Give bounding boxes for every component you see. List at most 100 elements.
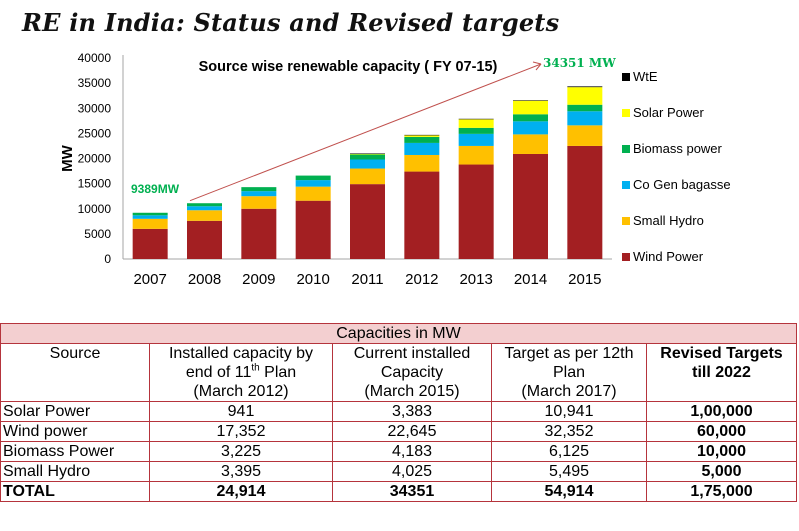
header-revised: Revised Targets till 2022 xyxy=(646,343,797,402)
bar-segment-wte xyxy=(350,153,385,154)
table-header-row: Source Installed capacity by end of 11th… xyxy=(0,343,797,402)
cell-source: Biomass Power xyxy=(0,441,150,462)
y-tick-label: 35000 xyxy=(78,76,112,90)
bar-segment-biomass-power xyxy=(567,104,603,112)
y-tick-label: 10000 xyxy=(78,202,112,216)
bar-segment-wte xyxy=(567,86,603,88)
cell-total-label: TOTAL xyxy=(0,481,150,502)
bar-segment-small-hydro xyxy=(241,196,277,209)
cell-source: Small Hydro xyxy=(0,461,150,482)
bar-segment-wind-power xyxy=(350,184,385,259)
bar-segment-small-hydro xyxy=(458,145,494,165)
cell-current: 4,183 xyxy=(332,441,492,462)
cell-current: 22,645 xyxy=(332,421,492,442)
legend-swatch xyxy=(622,217,630,225)
stacked-bar-chart: 0 5000 10000 15000 20000 25000 30000 35000 40000… xyxy=(59,51,731,288)
table-row: Biomass Power 3,225 4,183 6,125 10,000 xyxy=(0,441,797,462)
page-title: RE in India: Status and Revised targets xyxy=(22,8,560,37)
bar-segment-small-hydro xyxy=(513,134,548,154)
cell-revised: 1,00,000 xyxy=(646,401,797,422)
header-plan11: Installed capacity by end of 11th Plan (… xyxy=(149,343,333,402)
legend-swatch xyxy=(622,73,630,81)
legend-swatch xyxy=(622,145,630,153)
annotation-start: 9389MW xyxy=(131,182,180,196)
legend-label: Wind Power xyxy=(633,249,704,264)
bar-segment-wind-power xyxy=(187,220,222,259)
cell-revised: 10,000 xyxy=(646,441,797,462)
trend-arrow-line xyxy=(189,63,542,202)
bar-segment-wind-power xyxy=(132,228,168,259)
table-row: Small Hydro 3,395 4,025 5,495 5,000 xyxy=(0,461,797,482)
cell-current: 4,025 xyxy=(332,461,492,482)
bar-segment-solar-power xyxy=(513,100,548,115)
x-tick-label: 2007 xyxy=(133,271,166,288)
bar-segment-wte xyxy=(513,100,548,101)
legend-label: Small Hydro xyxy=(633,213,704,228)
legend-label: WtE xyxy=(633,69,658,84)
y-axis-label: MW xyxy=(59,144,76,171)
bar-segment-co-gen-bagasse xyxy=(567,111,603,126)
y-tick-label: 5000 xyxy=(84,227,111,241)
bar-segment-wind-power xyxy=(241,208,277,259)
cell-total-plan11: 24,914 xyxy=(149,481,333,502)
legend-swatch xyxy=(622,253,630,261)
cell-plan12: 6,125 xyxy=(491,441,647,462)
cell-current: 3,383 xyxy=(332,401,492,422)
header-source: Source xyxy=(0,343,150,402)
bar-segment-biomass-power xyxy=(295,175,331,181)
header-current: Current installed Capacity (March 2015) xyxy=(332,343,492,402)
bar-segment-small-hydro xyxy=(187,210,222,221)
bar-segment-small-hydro xyxy=(132,218,168,229)
y-tick-label: 30000 xyxy=(78,101,112,115)
bar-segment-wind-power xyxy=(404,171,440,259)
table-row: Wind power 17,352 22,645 32,352 60,000 xyxy=(0,421,797,442)
bar-segment-solar-power xyxy=(567,87,603,105)
legend-label: Biomass power xyxy=(633,141,723,156)
cell-revised: 60,000 xyxy=(646,421,797,442)
cell-revised: 5,000 xyxy=(646,461,797,482)
bar-segment-co-gen-bagasse xyxy=(132,215,168,219)
cell-plan11: 3,395 xyxy=(149,461,333,482)
cell-total-current: 34351 xyxy=(332,481,492,502)
y-tick-label: 20000 xyxy=(78,152,112,166)
x-tick-label: 2015 xyxy=(568,271,601,288)
bar-segment-co-gen-bagasse xyxy=(187,206,222,211)
bar-segment-wind-power xyxy=(458,164,494,259)
x-tick-label: 2011 xyxy=(351,271,383,288)
y-tick-label: 40000 xyxy=(78,51,112,65)
bar-segment-co-gen-bagasse xyxy=(513,121,548,135)
chart-title: Source wise renewable capacity ( FY 07-1… xyxy=(199,59,498,75)
bar-segment-wind-power xyxy=(295,200,331,259)
bar-segment-small-hydro xyxy=(350,168,385,185)
legend-label: Co Gen bagasse xyxy=(633,177,731,192)
table-row: Solar Power 941 3,383 10,941 1,00,000 xyxy=(0,401,797,422)
bar-segment-biomass-power xyxy=(513,114,548,122)
table-caption: Capacities in MW xyxy=(0,323,797,344)
x-tick-label: 2013 xyxy=(459,271,492,288)
legend-swatch xyxy=(622,181,630,189)
bar-segment-solar-power xyxy=(458,119,494,128)
legend-swatch xyxy=(622,109,630,117)
annotation-end: 34351 MW xyxy=(543,56,616,70)
bar-segment-small-hydro xyxy=(295,186,331,201)
bar-segment-biomass-power xyxy=(241,187,277,192)
bar-segment-co-gen-bagasse xyxy=(458,133,494,146)
cell-source: Wind power xyxy=(0,421,150,442)
cell-plan11: 941 xyxy=(149,401,333,422)
table-total-row: TOTAL 24,914 34351 54,914 1,75,000 xyxy=(0,481,797,502)
cell-plan12: 32,352 xyxy=(491,421,647,442)
x-tick-label: 2008 xyxy=(188,271,221,288)
bar-segment-wte xyxy=(404,134,440,136)
y-tick-label: 25000 xyxy=(78,126,112,140)
legend-label: Solar Power xyxy=(633,105,704,120)
x-tick-label: 2014 xyxy=(514,271,547,288)
bar-segment-wind-power xyxy=(513,153,548,259)
cell-plan12: 10,941 xyxy=(491,401,647,422)
y-tick-label: 15000 xyxy=(78,177,112,191)
cell-plan11: 17,352 xyxy=(149,421,333,442)
bar-segment-biomass-power xyxy=(404,136,440,143)
bar-segment-co-gen-bagasse xyxy=(241,191,277,197)
y-tick-label: 0 xyxy=(104,252,111,266)
cell-plan11: 3,225 xyxy=(149,441,333,462)
x-tick-label: 2012 xyxy=(405,271,438,288)
